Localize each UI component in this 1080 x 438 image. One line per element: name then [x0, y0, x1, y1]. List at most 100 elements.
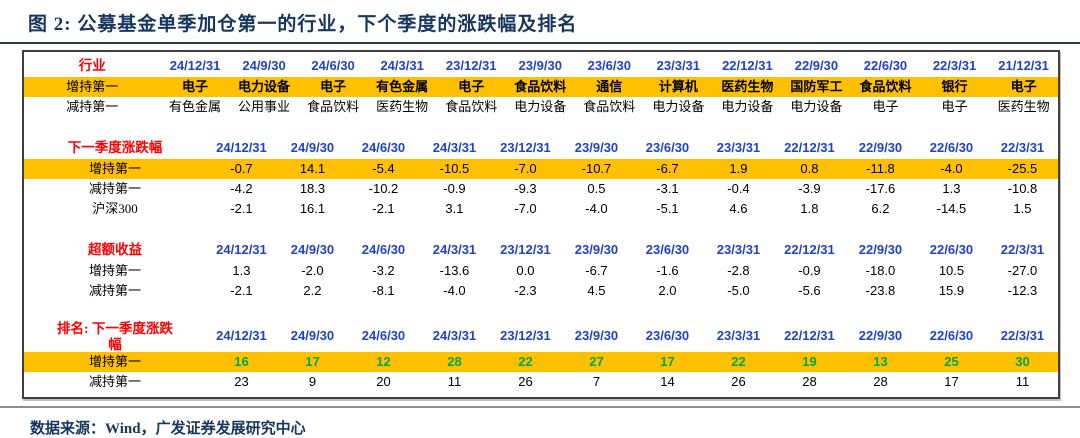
table-cell: 电子	[872, 98, 899, 114]
table-cell: -2.1	[230, 282, 253, 298]
table-row: 减持第一 23 9 20 11 26 7 14 26 28 28 17 11	[24, 372, 1058, 392]
table-cell: 14.1	[299, 160, 326, 176]
table-cell: -10.7	[581, 160, 612, 176]
table-section-excess-return: 超额收益 24/12/31 24/9/30 24/6/30 24/3/31 23/12/3…	[24, 239, 1058, 301]
date-header: 24/12/31	[216, 241, 267, 257]
table-cell: 28	[447, 353, 462, 369]
footer-divider	[0, 406, 1080, 409]
date-header: 23/6/30	[587, 57, 631, 73]
section-label: 排名: 下一季度涨跌幅	[24, 321, 206, 352]
table-cell: 2.2	[303, 282, 322, 298]
date-header: 22/3/31	[1000, 328, 1045, 344]
table-cell: -8.1	[372, 282, 395, 298]
date-header: 22/9/30	[858, 241, 903, 257]
date-header: 23/3/31	[716, 139, 761, 155]
table-cell: -12.3	[1007, 282, 1038, 298]
date-header: 23/6/30	[645, 139, 690, 155]
table-cell: -4.0	[940, 160, 963, 176]
table-cell: 1.9	[729, 160, 748, 176]
date-header: 22/12/31	[722, 57, 773, 73]
table-cell: -6.7	[585, 262, 608, 278]
date-header: 22/6/30	[863, 57, 908, 73]
date-header: 24/12/31	[216, 139, 267, 155]
table-cell: 电力设备	[721, 98, 774, 114]
date-header: 24/3/31	[432, 241, 477, 257]
date-header: 23/3/31	[716, 241, 761, 257]
row-label-text: 增持第一	[88, 353, 141, 369]
table-cell: 3.1	[445, 200, 464, 216]
table-cell: 27	[589, 353, 604, 369]
table-cell: -10.8	[1007, 180, 1038, 196]
date-header: 23/9/30	[574, 139, 619, 155]
row-label-text: 沪深300	[92, 200, 138, 216]
date-header: 23/3/31	[716, 328, 761, 344]
table-cell: 电力设备	[514, 98, 567, 114]
row-label-text: 增持第一	[66, 78, 119, 94]
table-cell: 22	[731, 353, 746, 369]
title-divider	[0, 42, 1080, 44]
row-label: 减持第一	[24, 99, 160, 115]
table-cell: 19	[802, 353, 817, 369]
table-cell: -7.0	[514, 200, 537, 216]
table-cell: 16.1	[299, 200, 326, 216]
table-cell: 10.5	[938, 262, 965, 278]
section-header-row: 下一季度涨跌幅 24/12/31 24/9/30 24/6/30 24/3/31 23/1…	[24, 137, 1058, 159]
section-label: 下一季度涨跌幅	[24, 140, 206, 156]
table-cell: 电子	[941, 98, 968, 114]
table-cell: 13	[873, 353, 888, 369]
table-cell: -2.8	[727, 262, 750, 278]
table-cell: 食品饮料	[514, 78, 567, 94]
date-header: 23/6/30	[645, 328, 690, 344]
date-header: 24/9/30	[290, 139, 335, 155]
section-label: 行业	[24, 58, 160, 74]
table-cell: 14	[660, 373, 675, 389]
table-cell: 0.8	[800, 160, 819, 176]
table-cell: 30	[1015, 353, 1030, 369]
table-cell: 11	[1015, 373, 1030, 389]
date-header: 24/9/30	[290, 328, 335, 344]
table-cell: 有色金属	[376, 78, 429, 94]
table-cell: 12	[376, 353, 391, 369]
table-cell: -3.2	[372, 262, 395, 278]
table-cell: 1.3	[232, 262, 251, 278]
table-cell: -3.1	[656, 180, 679, 196]
row-label: 减持第一	[24, 283, 206, 299]
table-cell: -4.2	[230, 180, 253, 196]
date-header: 23/12/31	[500, 241, 551, 257]
date-header: 24/3/31	[432, 139, 477, 155]
table-cell: -0.9	[443, 180, 466, 196]
date-header: 23/3/31	[656, 57, 701, 73]
table-row: 减持第一 有色金属 公用事业 食品饮料 医药生物 食品饮料 电力设备 食品饮料 电力设备 电力设备…	[24, 97, 1058, 117]
table-cell: -7.0	[514, 160, 537, 176]
table-cell: -9.3	[514, 180, 537, 196]
date-header: 22/3/31	[1000, 139, 1045, 155]
table-cell: 11	[447, 373, 462, 389]
table-cell: 医药生物	[376, 98, 429, 114]
table-cell: -23.8	[865, 282, 896, 298]
row-label: 增持第一	[24, 78, 160, 95]
table-cell: 26	[518, 373, 533, 389]
row-label: 减持第一	[24, 181, 206, 197]
table-cell: 22	[518, 353, 533, 369]
table-cell: 28	[802, 373, 817, 389]
date-header: 23/12/31	[500, 328, 551, 344]
date-header: 24/6/30	[361, 139, 406, 155]
section-label-text: 行业	[78, 58, 106, 74]
section-label: 超额收益	[24, 242, 206, 258]
table-cell: 医药生物	[721, 78, 774, 94]
figure-title: 图 2: 公募基金单季加仓第一的行业，下个季度的涨跌幅及排名	[28, 14, 578, 35]
table-cell: 食品饮料	[583, 98, 636, 114]
table-cell: 26	[731, 373, 746, 389]
row-label: 沪深300	[24, 200, 206, 217]
table-cell: -0.9	[798, 262, 821, 278]
table-cell: -5.1	[656, 200, 679, 216]
date-header: 24/12/31	[216, 328, 267, 344]
table-cell: 6.2	[871, 200, 890, 216]
section-label-text: 排名: 下一季度涨跌幅	[57, 321, 173, 352]
table-cell: 电力设备	[790, 98, 843, 114]
table-cell: -0.4	[727, 180, 750, 196]
date-header: 22/9/30	[794, 57, 839, 73]
section-label-text: 超额收益	[87, 242, 142, 258]
table-cell: 电子	[1010, 78, 1037, 94]
table-cell: 1.8	[800, 200, 819, 216]
